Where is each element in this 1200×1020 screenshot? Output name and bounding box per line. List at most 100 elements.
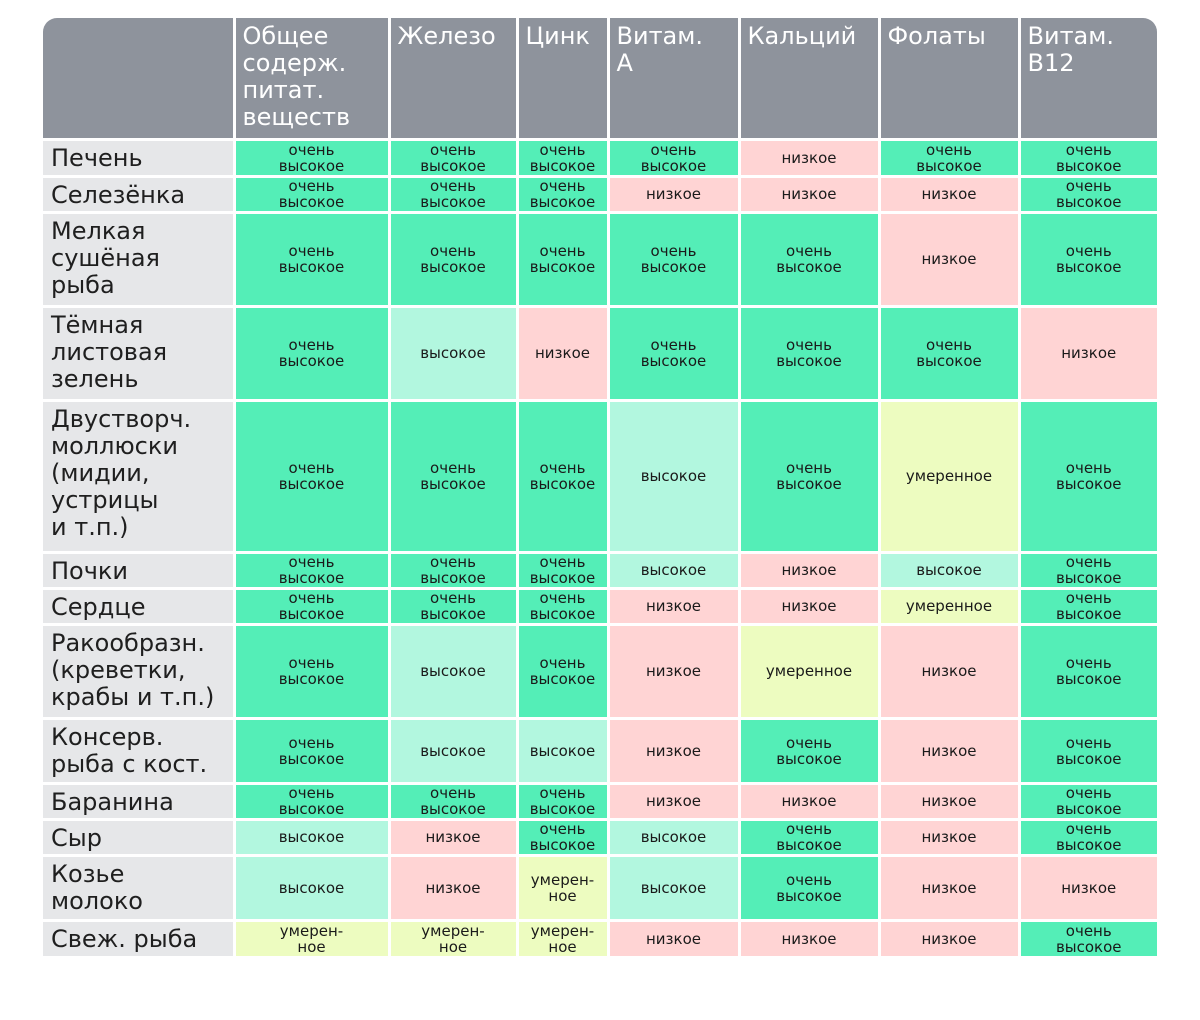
level-cell: низкое bbox=[739, 176, 881, 214]
level-label: очень высокое bbox=[278, 242, 345, 276]
level-cell: очень высокое bbox=[389, 783, 519, 821]
level-label: очень высокое bbox=[776, 459, 842, 493]
row-label: Селезёнка bbox=[43, 176, 236, 214]
level-label: очень высокое bbox=[529, 553, 596, 587]
row-label: Тёмная листовая зелень bbox=[43, 306, 236, 402]
level-label: высокое bbox=[916, 561, 982, 579]
nutrient-density-table: Общее содерж. питат. веществ Железо Цинк Ви… bbox=[43, 18, 1157, 956]
row-label: Сыр bbox=[43, 819, 236, 857]
column-header: Цинк bbox=[517, 18, 610, 141]
level-cell: низкое bbox=[879, 212, 1021, 308]
level-label: умеренное bbox=[765, 662, 853, 680]
level-label: умерен- ное bbox=[421, 921, 485, 956]
level-label: высокое bbox=[278, 828, 345, 846]
table-row: Козье молоко высокое низкое умерен- ное высо… bbox=[43, 855, 1157, 922]
level-cell: высокое bbox=[389, 718, 519, 785]
level-label: очень высокое bbox=[640, 336, 707, 370]
level-label: очень высокое bbox=[916, 140, 982, 175]
level-label: очень высокое bbox=[529, 177, 596, 211]
level-label: низкое bbox=[921, 792, 977, 810]
level-cell: очень высокое bbox=[1019, 819, 1157, 857]
table-row: Мелкая сушёная рыба очень высокое очень вы… bbox=[43, 212, 1157, 308]
level-cell: низкое bbox=[739, 139, 881, 178]
row-label: Мелкая сушёная рыба bbox=[43, 212, 236, 308]
level-cell: высокое bbox=[608, 400, 741, 554]
level-label: очень высокое bbox=[529, 242, 596, 276]
level-cell: умерен- ное bbox=[517, 855, 610, 922]
level-cell: высокое bbox=[608, 855, 741, 922]
level-label: высокое bbox=[420, 741, 486, 760]
level-cell: высокое bbox=[234, 855, 391, 922]
level-cell: очень высокое bbox=[234, 718, 391, 785]
level-cell: низкое bbox=[739, 783, 881, 821]
level-label: очень высокое bbox=[278, 459, 345, 493]
level-label: очень высокое bbox=[278, 140, 345, 175]
level-label: очень высокое bbox=[640, 242, 707, 276]
level-label: низкое bbox=[781, 185, 837, 203]
level-label: очень высокое bbox=[529, 589, 596, 623]
level-cell: низкое bbox=[879, 819, 1021, 857]
level-cell: высокое bbox=[234, 819, 391, 857]
level-cell: очень высокое bbox=[1019, 400, 1157, 554]
level-label: очень высокое bbox=[916, 336, 982, 370]
table-row: Свеж. рыба умерен- ное умерен- ное умерен- … bbox=[43, 920, 1157, 956]
level-cell: очень высокое bbox=[234, 176, 391, 214]
level-cell: очень высокое bbox=[739, 400, 881, 554]
level-label: очень высокое bbox=[1055, 784, 1122, 818]
level-cell: очень высокое bbox=[608, 212, 741, 308]
level-cell: умеренное bbox=[879, 588, 1021, 626]
level-cell: низкое bbox=[608, 624, 741, 720]
level-cell: высокое bbox=[879, 552, 1021, 590]
level-cell: очень высокое bbox=[1019, 139, 1157, 178]
table-body: Печень очень высокое очень высокое очень вы… bbox=[43, 139, 1157, 956]
level-label: очень высокое bbox=[278, 336, 345, 370]
level-label: очень высокое bbox=[776, 242, 842, 276]
table-row: Баранина очень высокое очень высокое очень … bbox=[43, 783, 1157, 821]
level-cell: высокое bbox=[608, 552, 741, 590]
level-cell: высокое bbox=[517, 718, 610, 785]
corner-cell bbox=[43, 18, 236, 141]
level-cell: низкое bbox=[739, 920, 881, 956]
level-label: очень высокое bbox=[529, 820, 596, 854]
level-cell: низкое bbox=[608, 176, 741, 214]
table-row: Сыр высокое низкое очень высокое высокое очен… bbox=[43, 819, 1157, 857]
level-label: очень высокое bbox=[1055, 733, 1122, 768]
level-label: очень высокое bbox=[278, 654, 345, 688]
level-cell: низкое bbox=[608, 783, 741, 821]
level-cell: очень высокое bbox=[1019, 718, 1157, 785]
level-cell: низкое bbox=[879, 718, 1021, 785]
row-label: Ракообразн. (креветки, крабы и т.п.) bbox=[43, 624, 236, 720]
level-label: низкое bbox=[921, 878, 977, 897]
level-cell: очень высокое bbox=[517, 400, 610, 554]
level-cell: очень высокое bbox=[517, 783, 610, 821]
level-cell: очень высокое bbox=[608, 139, 741, 178]
column-header: Общее содерж. питат. веществ bbox=[234, 18, 391, 141]
level-label: очень высокое bbox=[1055, 589, 1122, 623]
level-label: очень высокое bbox=[420, 459, 486, 493]
level-label: низкое bbox=[646, 741, 701, 760]
level-label: низкое bbox=[1061, 878, 1117, 897]
level-cell: высокое bbox=[608, 819, 741, 857]
level-cell: высокое bbox=[389, 306, 519, 402]
level-cell: низкое bbox=[1019, 306, 1157, 402]
level-label: очень высокое bbox=[420, 784, 486, 818]
level-cell: очень высокое bbox=[1019, 783, 1157, 821]
level-label: очень высокое bbox=[278, 177, 345, 211]
level-label: высокое bbox=[640, 878, 707, 897]
level-cell: умерен- ное bbox=[234, 920, 391, 956]
level-cell: низкое bbox=[1019, 855, 1157, 922]
level-label: умеренное bbox=[905, 597, 993, 615]
level-cell: очень высокое bbox=[1019, 588, 1157, 626]
level-label: очень высокое bbox=[420, 589, 486, 623]
level-cell: умерен- ное bbox=[517, 920, 610, 956]
level-label: низкое bbox=[425, 878, 481, 897]
level-cell: очень высокое bbox=[517, 624, 610, 720]
level-label: очень высокое bbox=[1055, 654, 1122, 688]
level-cell: очень высокое bbox=[1019, 624, 1157, 720]
level-label: низкое bbox=[535, 344, 590, 362]
level-cell: высокое bbox=[389, 624, 519, 720]
level-label: очень высокое bbox=[1055, 242, 1122, 276]
level-label: низкое bbox=[425, 828, 481, 846]
level-label: очень высокое bbox=[278, 589, 345, 623]
level-cell: низкое bbox=[389, 819, 519, 857]
